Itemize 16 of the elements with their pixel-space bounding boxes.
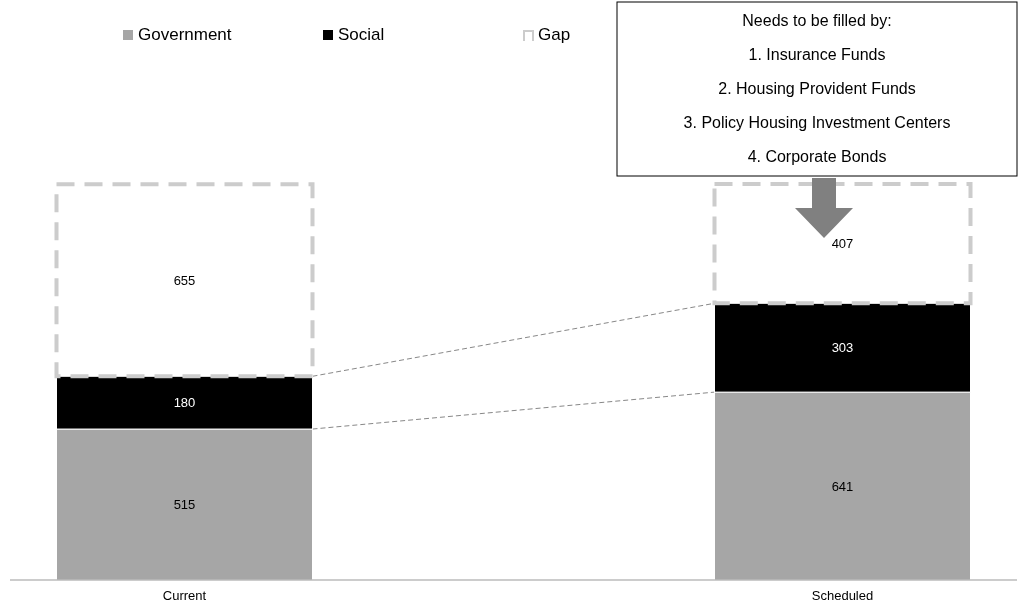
x-tick-label: Current <box>162 588 207 603</box>
data-label: 515 <box>173 497 196 513</box>
legend-label: Gap <box>538 25 571 44</box>
data-label: 180 <box>173 395 196 411</box>
text: 2. Housing Provident Funds <box>718 80 916 97</box>
data-label: 407 <box>831 236 854 252</box>
data-label: 303 <box>831 340 854 356</box>
data-label: 655 <box>173 272 196 288</box>
text: 1. Insurance Funds <box>748 46 886 63</box>
text: 4. Corporate Bonds <box>747 148 887 165</box>
legend-label: Social <box>338 25 385 44</box>
data-label: 641 <box>831 478 854 494</box>
legend-label: Government <box>138 25 232 44</box>
x-tick-label: Scheduled <box>811 588 874 603</box>
text: Needs to be filled by: <box>742 12 892 29</box>
text: 3. Policy Housing Investment Centers <box>683 114 951 131</box>
